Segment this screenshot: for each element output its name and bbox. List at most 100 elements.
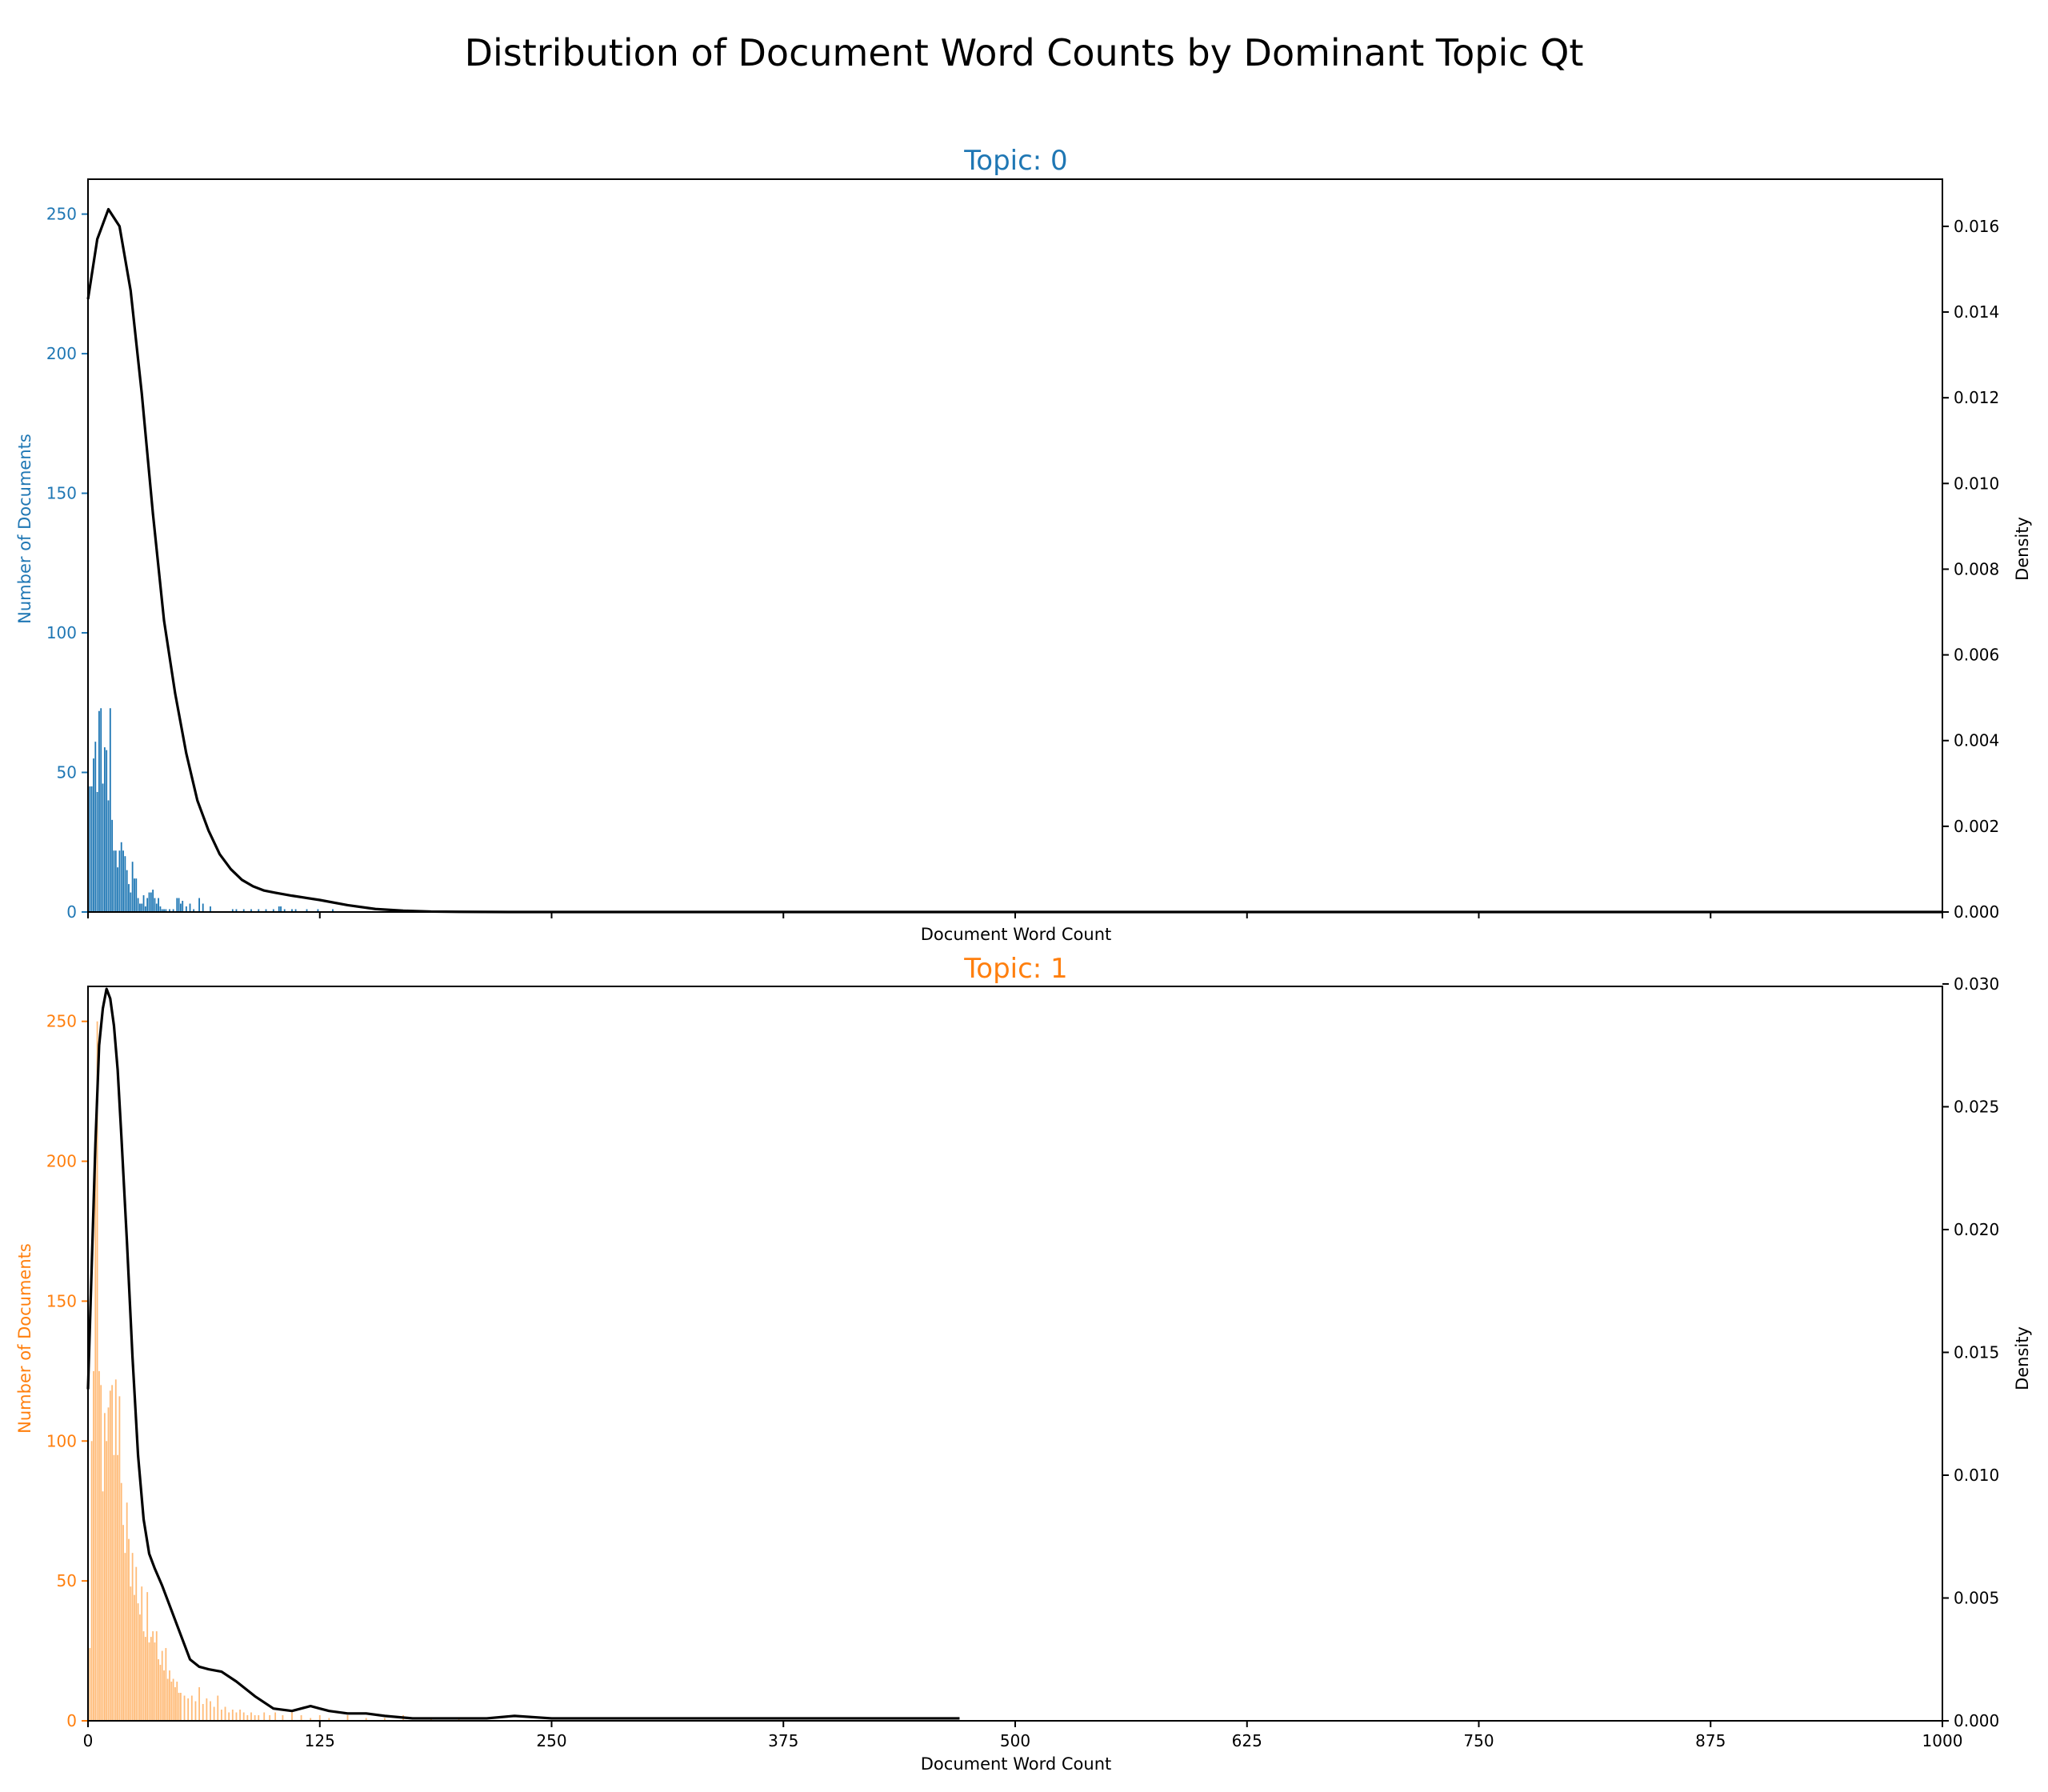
density-tick-label: 0.004 [1954, 731, 1999, 750]
topic-0-bar [96, 791, 98, 912]
topic-1-bar [263, 1712, 266, 1721]
topic-0-bar [182, 901, 184, 912]
topic-0-bar [141, 903, 143, 912]
figure-title: Distribution of Document Word Counts by … [465, 31, 1584, 74]
density-tick-label: 0.000 [1954, 1711, 1999, 1730]
topic-0-bar [180, 903, 182, 912]
density-tick-label: 0.002 [1954, 817, 1999, 836]
topic-1-bar [269, 1715, 271, 1721]
topic-1-bar [246, 1715, 249, 1721]
density-tick-label: 0.016 [1954, 217, 1999, 236]
topic-0-bar [165, 909, 167, 912]
topic-0-bar [139, 903, 141, 912]
density-tick-label: 0.010 [1954, 1466, 1999, 1485]
topic-0-bar [198, 898, 200, 912]
topic-1-bar [318, 1715, 321, 1721]
topic-1-bar [176, 1682, 178, 1721]
x-tick-label: 750 [1463, 1731, 1494, 1750]
topic-1-bar [291, 1712, 293, 1721]
topic-1-bar [94, 1161, 97, 1721]
topic-0-bar [291, 909, 293, 912]
topic-1-bar [190, 1695, 193, 1721]
topic-1-bar [90, 1441, 93, 1721]
topic-1-bar [180, 1693, 182, 1721]
topic-0-bar [158, 898, 159, 912]
topic-0-bar [148, 892, 150, 912]
topic-0-bar [135, 878, 138, 912]
topic-0-bar [89, 786, 91, 912]
topic-0-bar [242, 909, 245, 912]
topic-1-bar [254, 1715, 256, 1721]
density-tick-label: 0.030 [1954, 974, 1999, 994]
y-tick-label: 150 [46, 484, 77, 503]
topic-1-bar [165, 1648, 167, 1721]
topic-1-y-label: Number of Documents [15, 1243, 34, 1434]
topic-1-panel: Topic: 1 0 50 100 150 200 250 0.000 0.005 0.010… [15, 953, 2032, 1774]
topic-0-density-axis: 0.000 0.002 0.004 0.006 0.008 0.010 0.012 0.014… [1942, 217, 1999, 922]
topic-1-bar [169, 1670, 170, 1721]
topic-1-bar [150, 1637, 152, 1721]
topic-1-bar [152, 1631, 154, 1721]
topic-1-bar [258, 1715, 260, 1721]
topic-0-bar [193, 909, 195, 912]
topic-0-bar [278, 906, 280, 912]
topic-1-bar [124, 1553, 126, 1721]
topic-1-bar [210, 1701, 211, 1721]
topic-1-bar [155, 1631, 158, 1721]
topic-0-bar [152, 890, 154, 912]
topic-0-bar [178, 898, 180, 912]
topic-0-bar [185, 906, 187, 912]
topic-0-bar [106, 750, 108, 912]
topic-0-bar [130, 892, 132, 912]
topic-1-bar [224, 1706, 226, 1721]
topic-1-bar [159, 1665, 162, 1721]
topic-0-plot-frame [87, 178, 1943, 913]
topic-0-bars [89, 708, 334, 912]
topic-0-bar [163, 909, 165, 912]
topic-1-bar [346, 1715, 349, 1721]
y-tick-label: 50 [57, 1571, 77, 1590]
y-tick-label: 150 [46, 1291, 77, 1310]
topic-0-title: Topic: 0 [963, 145, 1067, 177]
topic-1-x-label: Document Word Count [921, 1754, 1112, 1774]
y-tick-label: 0 [66, 1711, 77, 1730]
topic-0-x-label: Document Word Count [921, 925, 1112, 944]
topic-1-bar [148, 1642, 150, 1721]
density-tick-label: 0.014 [1954, 302, 1999, 322]
topic-0-bar [317, 909, 319, 912]
topic-1-bar [365, 1718, 367, 1721]
topic-1-bar [139, 1614, 141, 1721]
topic-0-bar [306, 909, 308, 912]
topic-1-bar [183, 1695, 186, 1721]
topic-1-bar [98, 1370, 100, 1721]
topic-1-bar [178, 1693, 180, 1721]
topic-0-bar [169, 909, 170, 912]
topic-1-bar [282, 1715, 284, 1721]
topic-0-bar [144, 906, 146, 912]
topic-1-x-axis: 0 125 250 375 500 625 750 875 1000 [83, 1721, 1962, 1750]
topic-0-bar [235, 909, 238, 912]
topic-0-bar [100, 708, 102, 912]
topic-1-bar [217, 1695, 219, 1721]
density-tick-label: 0.020 [1954, 1220, 1999, 1239]
topic-1-bar [194, 1701, 197, 1721]
topic-1-bar [122, 1525, 124, 1721]
topic-1-bar [131, 1553, 134, 1721]
density-tick-label: 0.015 [1954, 1342, 1999, 1362]
topic-1-bar [142, 1631, 145, 1721]
density-tick-label: 0.008 [1954, 559, 1999, 578]
density-tick-label: 0.006 [1954, 646, 1999, 665]
topic-0-bar [280, 906, 282, 912]
density-tick-label: 0.010 [1954, 474, 1999, 493]
topic-1-bar [154, 1642, 156, 1721]
topic-1-bar [114, 1379, 117, 1721]
topic-0-density-line [86, 207, 1942, 914]
topic-0-bar [126, 870, 128, 912]
y-tick-label: 250 [46, 1012, 77, 1031]
topic-0-bar [159, 906, 162, 912]
topic-0-bar [102, 783, 104, 912]
x-tick-label: 125 [305, 1731, 335, 1750]
topic-1-bar [130, 1586, 132, 1721]
topic-1-bar [103, 1413, 106, 1721]
topic-0-bar [114, 850, 117, 912]
